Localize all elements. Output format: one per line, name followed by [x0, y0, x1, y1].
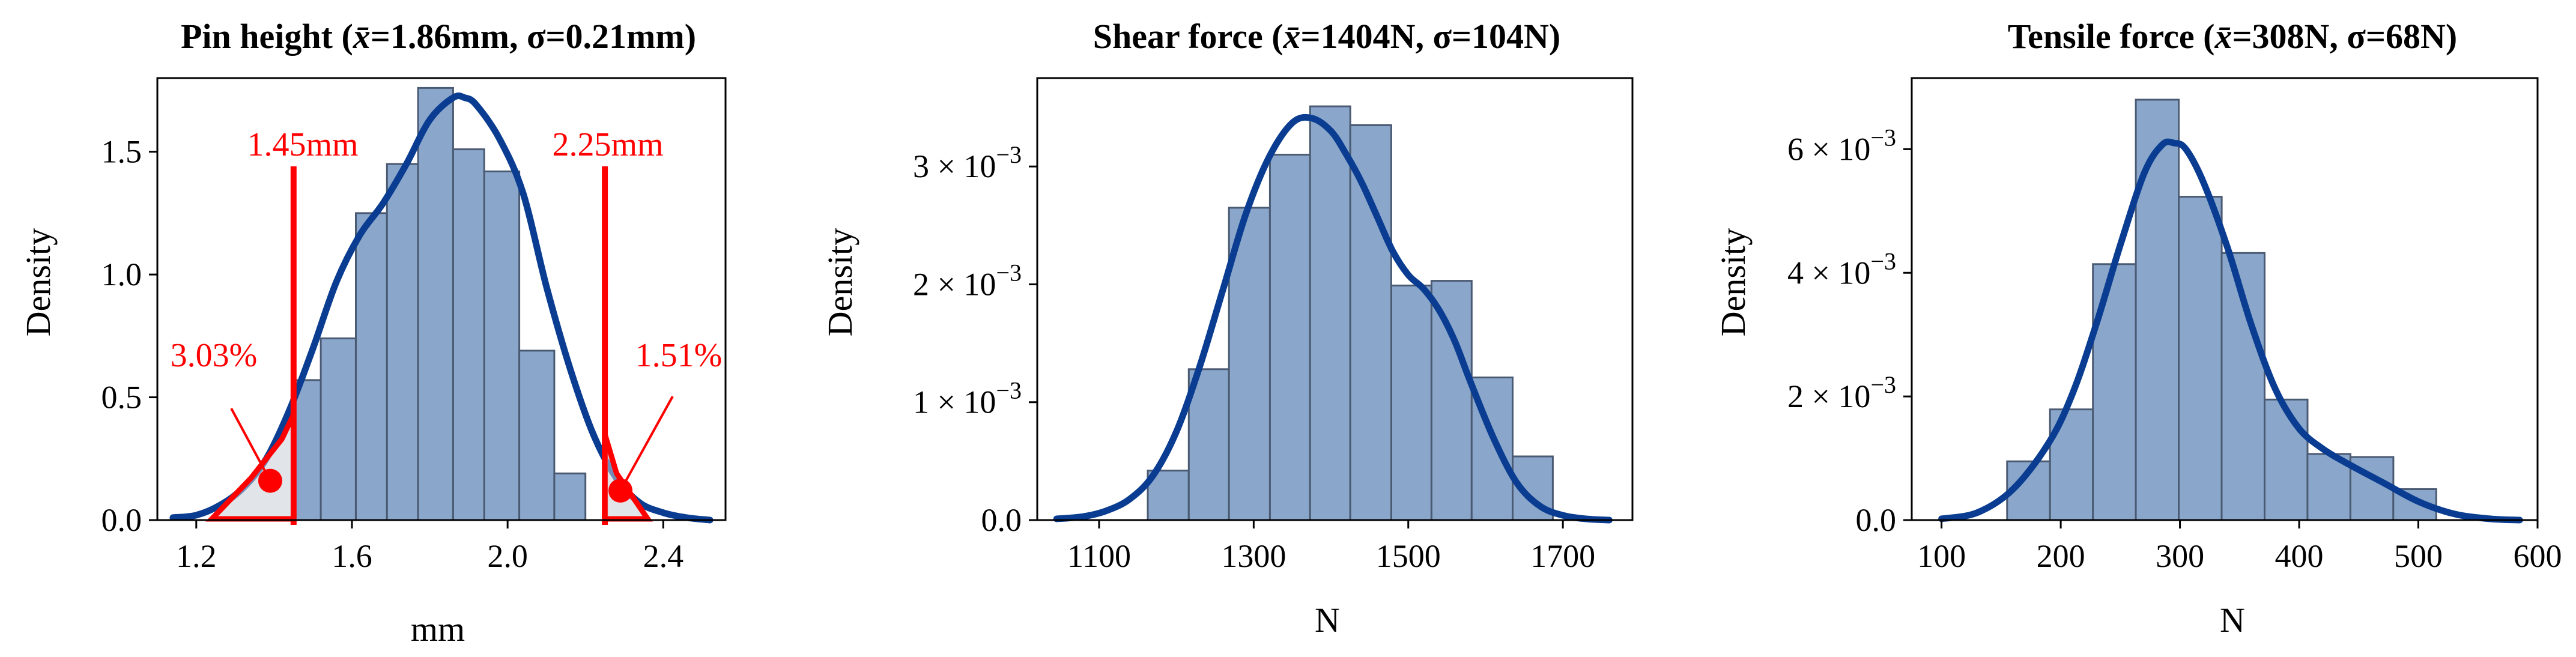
y-tick-label: 0.0	[1856, 502, 1897, 538]
histogram-bar	[553, 472, 587, 521]
lower-limit-label: 1.45mm	[247, 126, 358, 163]
histogram-bar	[2178, 196, 2223, 521]
chart-title: Shear force (x̄=1404N, σ=104N)	[1093, 17, 1561, 56]
lower-tail-percent: 3.03%	[171, 337, 258, 374]
histogram-bar	[1228, 207, 1271, 521]
x-tick-label: 100	[1917, 538, 1966, 574]
chart-panel-shear-force: Shear force (x̄=1404N, σ=104N) 1100 1300 1…	[820, 17, 1634, 640]
histogram-bar	[1187, 368, 1230, 521]
kde-curve	[1938, 138, 2523, 524]
chart-panel-tensile-force: Tensile force (x̄=308N, σ=68N) 100 200 300…	[1714, 17, 2562, 640]
y-axis-label: Density	[19, 228, 58, 336]
upper-tail-leader	[619, 396, 674, 491]
y-axis-ticks: 0.0 2 × 10−3 4 × 10−3 6 × 10−3	[1787, 124, 1912, 538]
histogram-bar	[355, 212, 388, 521]
x-axis-ticks: 100 200 300 400 500 600	[1917, 520, 2562, 574]
y-tick-label: 0.0	[102, 502, 142, 538]
y-tick-label: 2 × 10−3	[913, 259, 1022, 302]
y-tick-label: 3 × 10−3	[913, 141, 1022, 184]
x-tick-label: 1100	[1067, 538, 1131, 574]
x-axis-ticks: 1100 1300 1500 1700	[1067, 520, 1595, 574]
x-tick-label: 1700	[1530, 538, 1595, 574]
upper-limit-line	[602, 166, 608, 525]
x-tick-label: 300	[2156, 538, 2204, 574]
x-axis-ticks: 1.2 1.6 2.0 2.4	[176, 520, 683, 574]
upper-tail-region	[602, 433, 653, 522]
histogram-bar	[518, 350, 556, 521]
bars	[1147, 105, 1554, 521]
histogram-bar	[320, 337, 357, 521]
y-axis-ticks: 0.0 0.5 1.0 1.5	[102, 134, 157, 538]
x-tick-label: 600	[2514, 538, 2562, 574]
histogram-bar	[1349, 124, 1392, 521]
chart-title: Tensile force (x̄=308N, σ=68N)	[2008, 17, 2457, 56]
y-tick-label: 0.5	[102, 380, 142, 416]
y-tick-label: 1 × 10−3	[913, 377, 1022, 420]
x-axis-label: mm	[411, 610, 465, 649]
plot-frame	[1036, 77, 1634, 521]
bars	[2006, 98, 2437, 521]
y-tick-label: 1.5	[102, 134, 142, 170]
histogram-bar	[452, 148, 485, 521]
upper-tail-percent: 1.51%	[635, 337, 723, 374]
histogram-bar	[417, 86, 454, 521]
y-tick-label: 2 × 10−3	[1787, 371, 1896, 414]
upper-limit-label: 2.25mm	[552, 126, 663, 163]
lower-tail-region	[205, 413, 297, 522]
x-tick-label: 1300	[1221, 538, 1286, 574]
bars	[292, 86, 587, 521]
histogram-bar	[1268, 154, 1311, 521]
lower-tail-leader	[230, 408, 271, 482]
spec-limit-annotations: 1.45mm 2.25mm 3.03% 1.51%	[171, 126, 723, 525]
chart-panel-pin-height: Pin height (x̄=1.86mm, σ=0.21mm) 1.45mm …	[19, 17, 727, 649]
histogram-bar	[1390, 284, 1432, 521]
x-tick-label: 1500	[1376, 538, 1441, 574]
histogram-bar	[1430, 280, 1473, 521]
x-tick-label: 400	[2275, 538, 2324, 574]
y-tick-label: 0.0	[981, 502, 1022, 538]
plot-frame	[1911, 77, 2539, 521]
histogram-bar	[2135, 98, 2180, 521]
histogram-bar	[2264, 398, 2309, 521]
histogram-bar	[386, 163, 419, 521]
y-tick-label: 1.0	[102, 256, 142, 292]
lower-limit-line	[290, 166, 297, 525]
y-axis-label: Density	[1714, 228, 1753, 336]
x-tick-label: 2.4	[643, 538, 684, 574]
histogram-bar	[2092, 263, 2137, 521]
y-axis-label: Density	[820, 228, 859, 336]
x-axis-label: N	[1315, 601, 1340, 640]
x-tick-label: 1.6	[332, 538, 372, 574]
x-tick-label: 2.0	[487, 538, 528, 574]
x-axis-label: N	[2220, 601, 2245, 640]
histogram-bar	[1309, 105, 1351, 521]
histogram-bar	[483, 170, 521, 521]
y-tick-label: 6 × 10−3	[1787, 124, 1896, 167]
chart-title: Pin height (x̄=1.86mm, σ=0.21mm)	[181, 17, 696, 56]
x-tick-label: 200	[2037, 538, 2085, 574]
kde-curve	[1053, 114, 1613, 524]
y-tick-label: 4 × 10−3	[1787, 247, 1896, 291]
histogram-bar	[292, 379, 322, 521]
x-tick-label: 1.2	[176, 538, 217, 574]
x-tick-label: 500	[2394, 538, 2443, 574]
y-axis-ticks: 0.0 1 × 10−3 2 × 10−3 3 × 10−3	[913, 141, 1037, 538]
plot-frame	[156, 77, 727, 521]
